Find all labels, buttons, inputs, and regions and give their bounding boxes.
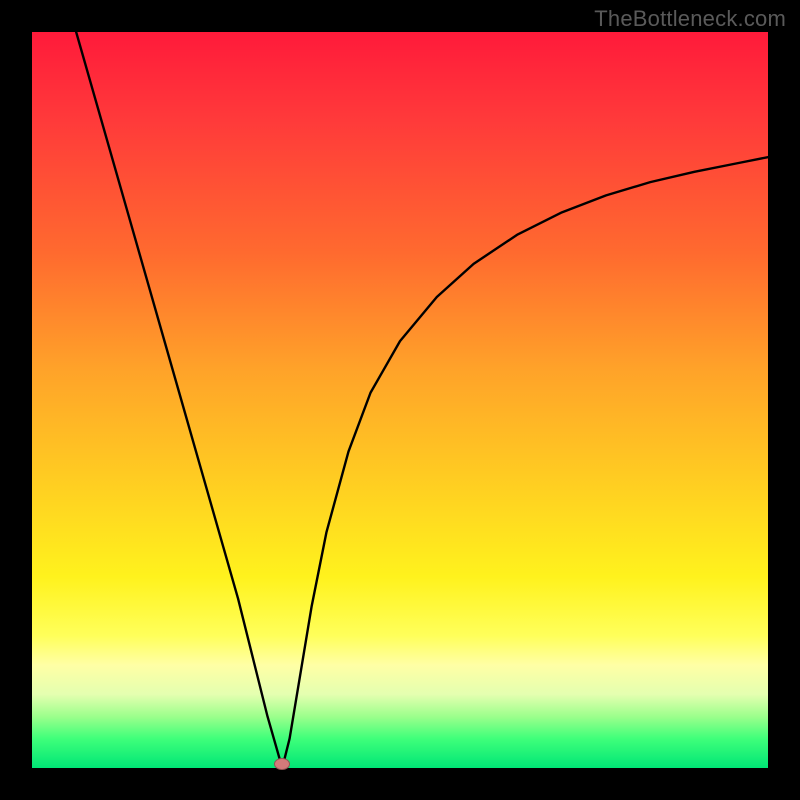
watermark-text: TheBottleneck.com bbox=[594, 6, 786, 32]
minimum-marker bbox=[274, 758, 290, 770]
chart-frame: TheBottleneck.com bbox=[0, 0, 800, 800]
plot-area bbox=[32, 32, 768, 768]
bottleneck-curve bbox=[32, 32, 768, 768]
